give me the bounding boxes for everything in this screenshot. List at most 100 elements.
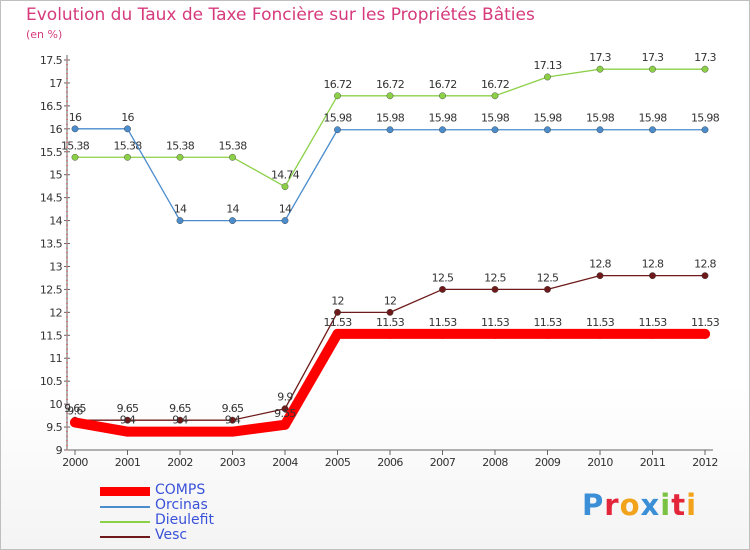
data-point-dieulefit (386, 92, 394, 100)
y-tick-label: 11.5 (40, 329, 63, 342)
data-point-vesc (281, 405, 289, 413)
data-label-vesc: 12.8 (642, 258, 664, 271)
data-label-vesc: 12 (384, 294, 397, 307)
data-point-dieulefit (229, 153, 236, 161)
data-label-dieulefit: 17.3 (642, 51, 664, 64)
data-point-comps (542, 328, 553, 339)
legend-item-dieulefit: Dieulefit (100, 512, 300, 530)
x-tick-label: 2000 (62, 456, 88, 469)
legend-swatch-dieulefit (100, 521, 150, 523)
x-tick-label: 2010 (587, 456, 613, 469)
unit-label: (en %) (26, 28, 63, 41)
legend-swatch-comps (100, 487, 150, 496)
data-label-orcinas: 14 (226, 203, 239, 216)
data-point-vesc (649, 272, 656, 280)
data-point-orcinas (596, 126, 604, 134)
data-point-vesc (124, 416, 131, 424)
y-tick-label: 12 (49, 306, 62, 319)
data-point-comps (227, 426, 238, 437)
data-label-dieulefit: 16.72 (376, 78, 404, 91)
x-tick-label: 2008 (482, 456, 508, 469)
data-point-comps (490, 328, 500, 339)
data-point-dieulefit (439, 92, 446, 100)
data-point-comps (70, 417, 80, 428)
data-label-dieulefit: 16.72 (324, 78, 352, 91)
data-point-vesc (544, 286, 551, 293)
data-label-comps: 9.6 (67, 404, 83, 417)
data-label-comps: 11.53 (376, 316, 405, 329)
legend-label-comps: COMPS (155, 482, 206, 498)
y-tick-label: 16 (49, 123, 62, 136)
data-point-orcinas (649, 126, 656, 134)
data-point-dieulefit (701, 65, 709, 73)
data-label-comps: 11.53 (586, 316, 615, 329)
data-point-orcinas (439, 126, 446, 134)
y-tick-label: 9.5 (46, 421, 62, 434)
data-label-vesc: 12.5 (432, 271, 454, 284)
data-point-vesc (491, 286, 499, 293)
y-tick-label: 16.5 (40, 100, 63, 113)
data-label-dieulefit: 16.72 (481, 78, 509, 91)
data-point-orcinas (386, 126, 394, 134)
x-tick-label: 2004 (272, 456, 298, 469)
data-label-vesc: 9.65 (117, 402, 139, 415)
data-point-orcinas (334, 126, 341, 134)
x-tick-label: 2009 (535, 456, 561, 469)
x-tick-label: 2003 (220, 456, 246, 469)
data-label-dieulefit: 17.3 (589, 51, 611, 64)
data-label-dieulefit: 17.13 (534, 59, 563, 72)
data-point-orcinas (544, 126, 551, 134)
data-point-dieulefit (596, 65, 604, 73)
data-point-orcinas (491, 126, 499, 134)
x-tick-label: 2011 (640, 456, 666, 469)
legend-label-vesc: Vesc (155, 527, 188, 543)
data-point-comps (647, 328, 658, 339)
data-label-orcinas: 15.98 (481, 112, 510, 125)
data-label-vesc: 12.5 (537, 271, 559, 284)
proxiti-logo: Proxiti (582, 488, 698, 522)
data-label-comps: 9.4 (172, 414, 188, 427)
legend-swatch-vesc (100, 536, 150, 538)
data-point-comps (385, 328, 395, 339)
y-tick-label: 15.5 (40, 146, 63, 159)
y-tick-label: 13.5 (40, 238, 63, 251)
data-label-dieulefit: 15.38 (61, 139, 90, 152)
data-point-vesc (229, 416, 236, 424)
data-label-comps: 11.53 (429, 316, 458, 329)
y-tick-label: 15 (49, 169, 62, 182)
data-label-comps: 11.53 (691, 316, 720, 329)
chart-title: Evolution du Taux de Taxe Foncière sur l… (26, 5, 535, 25)
y-tick-label: 14 (49, 215, 62, 228)
y-tick-label: 9 (56, 444, 63, 457)
data-label-orcinas: 14 (279, 203, 292, 216)
data-label-dieulefit: 15.38 (219, 139, 248, 152)
data-point-vesc (439, 286, 446, 293)
y-tick-label: 14.5 (40, 192, 63, 205)
data-point-orcinas (281, 217, 289, 224)
data-point-vesc (701, 272, 709, 280)
y-tick-label: 13 (49, 260, 62, 273)
data-point-comps (332, 328, 343, 339)
data-label-orcinas: 15.98 (534, 112, 563, 125)
data-label-vesc: 12.8 (694, 258, 716, 271)
data-point-vesc (176, 416, 184, 424)
y-tick-label: 10 (49, 398, 62, 411)
data-label-comps: 11.53 (324, 316, 353, 329)
legend-item-vesc: Vesc (100, 527, 300, 545)
data-point-orcinas (229, 217, 236, 224)
data-point-dieulefit (491, 92, 499, 100)
data-label-vesc: 12.8 (589, 258, 611, 271)
data-label-orcinas: 15.98 (691, 112, 720, 125)
legend-swatch-orcinas (100, 506, 150, 508)
data-label-vesc: 12 (331, 294, 344, 307)
data-label-dieulefit: 15.38 (166, 139, 195, 152)
legend-label-orcinas: Orcinas (155, 497, 208, 513)
data-point-orcinas (176, 217, 184, 224)
legend-label-dieulefit: Dieulefit (155, 512, 214, 528)
y-tick-label: 10.5 (40, 375, 63, 388)
data-point-dieulefit (544, 73, 551, 81)
data-label-orcinas: 16 (69, 111, 82, 124)
data-point-comps (700, 328, 710, 339)
data-label-orcinas: 15.98 (586, 112, 615, 125)
x-tick-label: 2002 (167, 456, 193, 469)
